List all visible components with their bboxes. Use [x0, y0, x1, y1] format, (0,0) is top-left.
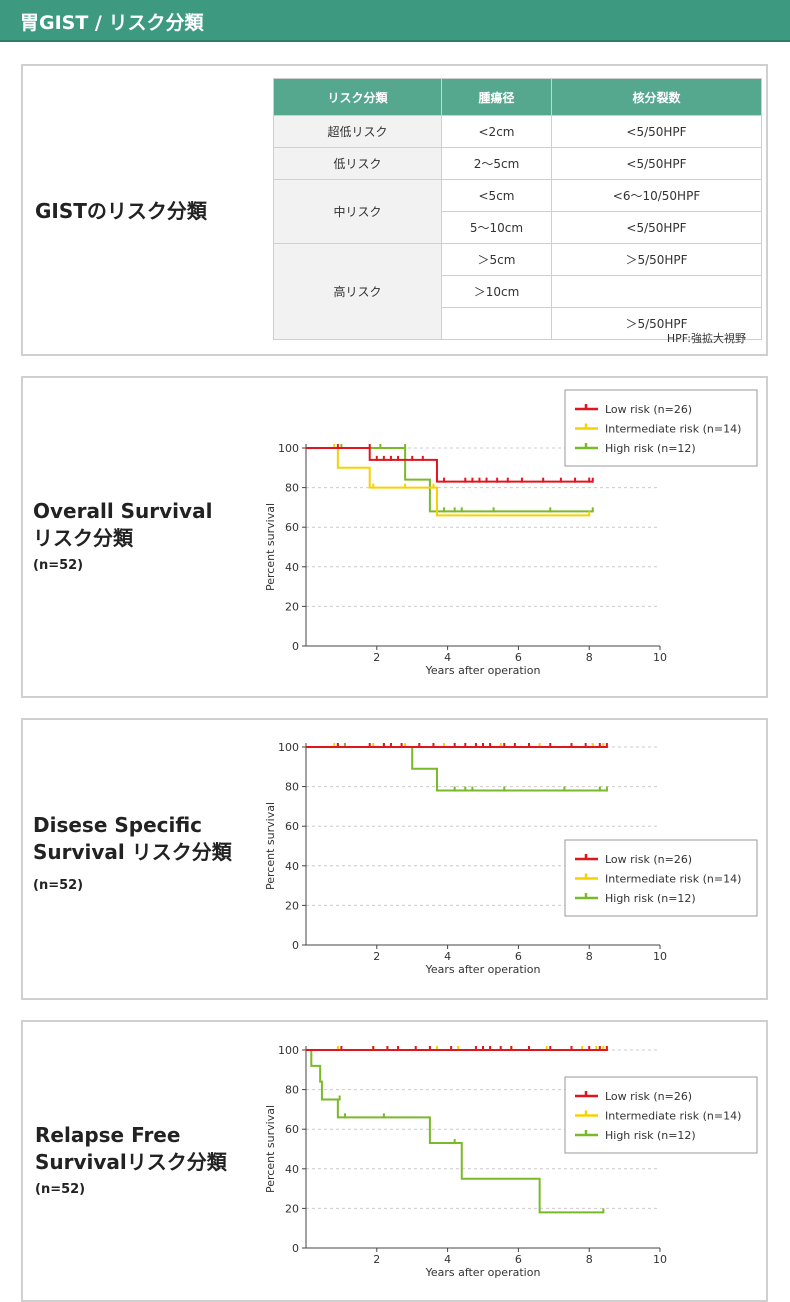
x-tick-label: 6: [515, 950, 522, 963]
risk-title: GISTのリスク分類: [35, 199, 207, 223]
x-tick-label: 8: [586, 651, 593, 664]
y-tick-label: 80: [285, 482, 299, 495]
y-tick-label: 20: [285, 899, 299, 912]
x-tick-label: 10: [653, 651, 667, 664]
chart-title-line1: Disese Specific: [33, 813, 203, 837]
disease-specific-chart: 0 20 40 60 80 100 2 4 6 8 10 Years after operation P…: [264, 741, 758, 976]
series-line: [306, 447, 593, 513]
series-line: [306, 447, 590, 517]
size-cell: 5〜10cm: [441, 211, 552, 244]
y-tick-label: 20: [285, 600, 299, 613]
col-header-size: 腫瘍径: [441, 78, 552, 116]
risk-label-low: 低リスク: [273, 147, 442, 180]
risk-label-very-low: 超低リスク: [273, 115, 442, 148]
relapse-free-chart: 0 20 40 60 80 100 2 4 6 8 10 Years after operation P…: [264, 1044, 758, 1279]
x-axis-label: Years after operation: [425, 963, 541, 976]
x-tick-label: 10: [653, 950, 667, 963]
size-cell: 2〜5cm: [441, 147, 552, 180]
relapse-free-panel: Relapse Free Survivalリスク分類 (n=52) 0 20 40 6…: [21, 1020, 768, 1302]
series-line: [306, 746, 607, 792]
y-axis-label: Percent survival: [264, 503, 277, 591]
mitosis-cell: ＞5/50HPF: [551, 307, 762, 340]
x-axis-label: Years after operation: [425, 664, 541, 677]
y-tick-label: 100: [278, 442, 299, 455]
mitosis-cell: ＞5/50HPF: [551, 243, 762, 276]
mitosis-cell: <5/50HPF: [551, 211, 762, 244]
risk-label-intermediate: 中リスク: [273, 179, 442, 244]
overall-survival-panel: Overall Survival リスク分類 (n=52) 0 20 40 60 80 1…: [21, 376, 768, 698]
risk-table: リスク分類 腫瘍径 核分裂数 超低リスク <2cm <5/50HPF 低リスク …: [273, 78, 762, 340]
risk-panel: GISTのリスク分類 リスク分類 腫瘍径 核分裂数 超低リスク <2cm <5/…: [21, 64, 768, 356]
x-tick-label: 8: [586, 1253, 593, 1266]
size-cell: ＞10cm: [441, 275, 552, 308]
chart-title-line2: Survivalリスク分類: [35, 1150, 227, 1174]
size-cell: <2cm: [441, 115, 552, 148]
mitosis-cell: [551, 275, 762, 308]
legend-label: High risk (n=12): [605, 1129, 696, 1142]
legend-label: Low risk (n=26): [605, 403, 692, 416]
legend-label: Intermediate risk (n=14): [605, 423, 741, 436]
chart-title-line2: Survival リスク分類: [33, 840, 232, 864]
x-tick-label: 6: [515, 1253, 522, 1266]
legend-label: High risk (n=12): [605, 892, 696, 905]
col-header-risk: リスク分類: [273, 78, 442, 116]
y-tick-label: 0: [292, 939, 299, 952]
chart-title-line1: Relapse Free: [35, 1123, 181, 1147]
y-tick-label: 40: [285, 1163, 299, 1176]
series-line: [306, 447, 593, 483]
y-tick-label: 20: [285, 1202, 299, 1215]
x-tick-label: 2: [373, 1253, 380, 1266]
mitosis-cell: <6〜10/50HPF: [551, 179, 762, 212]
page-header: 胃GIST / リスク分類: [0, 0, 790, 42]
page-title: 胃GIST / リスク分類: [20, 12, 204, 34]
y-tick-label: 80: [285, 1084, 299, 1097]
x-tick-label: 4: [444, 950, 451, 963]
x-tick-label: 2: [373, 950, 380, 963]
y-tick-label: 60: [285, 1123, 299, 1136]
series-line: [306, 1049, 604, 1214]
chart-title-line1: Overall Survival: [33, 499, 213, 523]
x-tick-label: 2: [373, 651, 380, 664]
size-cell: ＞5cm: [441, 243, 552, 276]
risk-label-high: 高リスク: [273, 243, 442, 340]
legend-label: Intermediate risk (n=14): [605, 873, 741, 886]
chart-n-label: (n=52): [33, 558, 84, 573]
y-tick-label: 0: [292, 640, 299, 653]
chart-n-label: (n=52): [35, 1182, 86, 1197]
y-axis-label: Percent survival: [264, 802, 277, 890]
x-axis-label: Years after operation: [425, 1266, 541, 1279]
disease-specific-panel: Disese Specific Survival リスク分類 (n=52) 0 2…: [21, 718, 768, 1000]
mitosis-cell: <5/50HPF: [551, 115, 762, 148]
mitosis-cell: <5/50HPF: [551, 147, 762, 180]
x-tick-label: 10: [653, 1253, 667, 1266]
legend-label: Low risk (n=26): [605, 853, 692, 866]
legend-label: High risk (n=12): [605, 442, 696, 455]
chart-n-label: (n=52): [33, 878, 84, 893]
y-tick-label: 40: [285, 860, 299, 873]
y-tick-label: 80: [285, 781, 299, 794]
col-header-mitosis: 核分裂数: [551, 78, 762, 116]
y-tick-label: 40: [285, 561, 299, 574]
y-axis-label: Percent survival: [264, 1105, 277, 1193]
hpf-note: HPF:強拡大視野: [666, 332, 746, 345]
y-tick-label: 60: [285, 521, 299, 534]
chart-title-line2: リスク分類: [33, 526, 133, 550]
x-tick-label: 4: [444, 651, 451, 664]
legend-label: Low risk (n=26): [605, 1090, 692, 1103]
legend-label: Intermediate risk (n=14): [605, 1110, 741, 1123]
size-cell: <5cm: [441, 179, 552, 212]
y-tick-label: 60: [285, 820, 299, 833]
x-tick-label: 8: [586, 950, 593, 963]
overall-survival-chart: 0 20 40 60 80 100 2 4 6 8 10 Years after operation P…: [264, 389, 758, 677]
x-tick-label: 6: [515, 651, 522, 664]
y-tick-label: 100: [278, 1044, 299, 1057]
y-tick-label: 100: [278, 741, 299, 754]
size-cell: [441, 307, 552, 340]
y-tick-label: 0: [292, 1242, 299, 1255]
x-tick-label: 4: [444, 1253, 451, 1266]
